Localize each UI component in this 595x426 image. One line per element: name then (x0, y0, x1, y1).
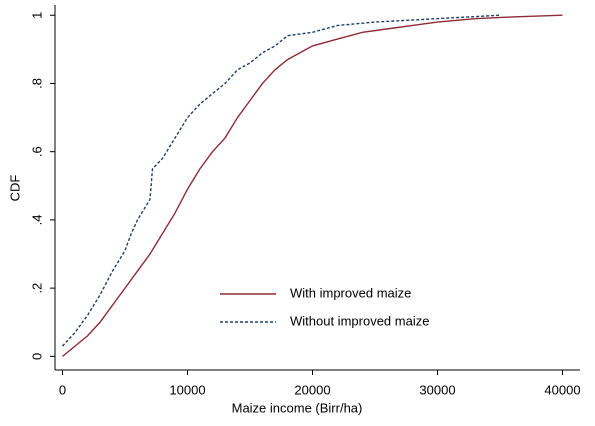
x-tick-label: 30000 (419, 382, 455, 397)
y-tick-label: .8 (29, 78, 44, 89)
x-tick-label: 20000 (294, 382, 330, 397)
y-tick-label: .6 (29, 146, 44, 157)
y-tick-label: .4 (29, 214, 44, 225)
series-line (62, 14, 563, 357)
x-tick-label: 0 (59, 382, 66, 397)
legend-label: Without improved maize (290, 313, 429, 328)
y-tick-label: .2 (29, 283, 44, 294)
legend-label: With improved maize (290, 285, 411, 300)
y-tick-label: 1 (29, 12, 44, 19)
y-tick-label: 0 (29, 353, 44, 360)
series-line (61, 14, 501, 347)
x-tick-label: 10000 (169, 382, 205, 397)
x-tick-label: 40000 (544, 382, 580, 397)
x-axis-label: Maize income (Birr/ha) (232, 400, 363, 415)
y-axis-label: CDF (7, 175, 22, 202)
